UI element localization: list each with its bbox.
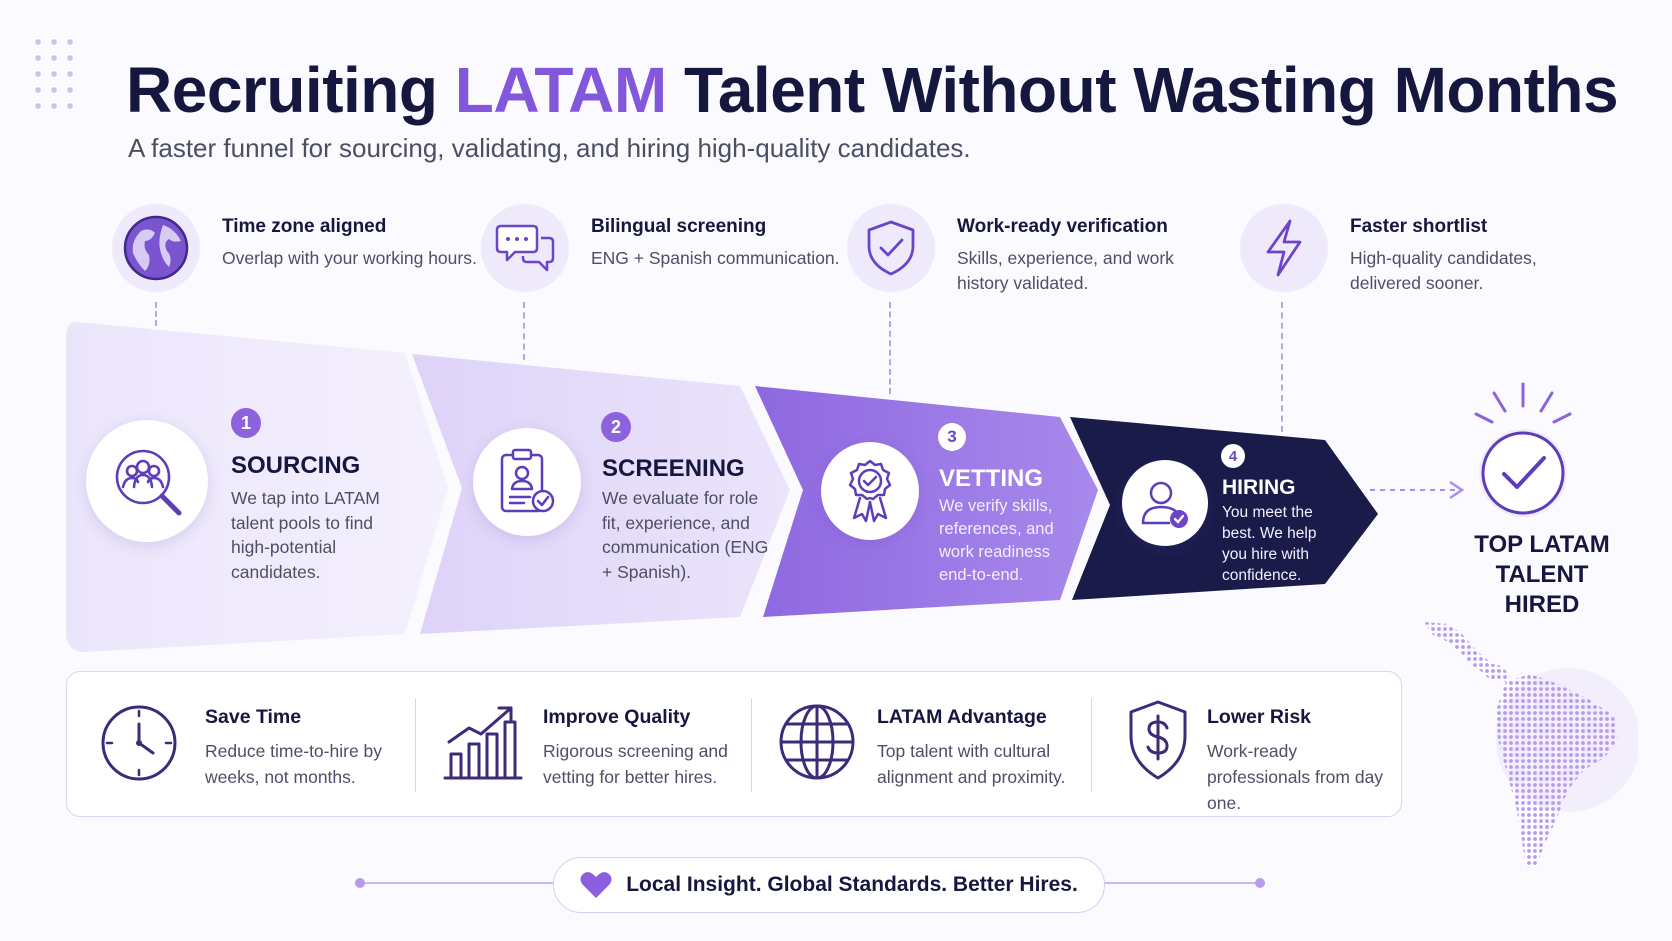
tagline-pill: Local Insight. Global Standards. Better … (553, 857, 1105, 913)
connector-line (155, 302, 157, 326)
feature-work-ready: Work-ready verification Skills, experien… (847, 204, 1207, 294)
stage-number: 1 (231, 408, 261, 438)
benefit-title: Lower Risk (1207, 706, 1312, 728)
benefit-latam-advantage: LATAM Advantage Top talent with cultural… (753, 672, 1083, 816)
stage-title: HIRING (1222, 476, 1296, 499)
benefit-description: Reduce time-to-hire by weeks, not months… (205, 741, 383, 787)
stage-2-shape (412, 354, 790, 634)
stage-3-shape (755, 386, 1098, 617)
clock-icon (101, 705, 177, 781)
check-circle-icon (1474, 382, 1572, 517)
divider (415, 698, 416, 792)
latin-america-map (1424, 622, 1638, 868)
line-dot (355, 878, 365, 888)
growth-chart-icon (443, 706, 523, 780)
stage-title: VETTING (939, 465, 1044, 492)
benefit-description: Rigorous screening and vetting for bette… (543, 741, 728, 787)
stage-description: We verify skills, references, and work r… (939, 497, 1054, 584)
stage-title: SCREENING (602, 455, 745, 482)
shield-dollar-icon (1129, 700, 1187, 780)
feature-title: Time zone aligned (222, 216, 387, 237)
decorative-dot-grid (30, 34, 76, 114)
benefit-title: Save Time (205, 706, 302, 728)
connector-line (523, 302, 525, 360)
feature-description: ENG + Spanish communication. (591, 248, 840, 268)
feature-title: Faster shortlist (1350, 216, 1488, 237)
stage-number: 4 (1221, 444, 1245, 468)
benefit-description: Work-ready professionals from day one. (1207, 741, 1384, 813)
shield-check-icon (847, 204, 935, 292)
benefit-improve-quality: Improve Quality Rigorous screening and v… (417, 672, 747, 816)
feature-faster-shortlist: Faster shortlist High-quality candidates… (1240, 204, 1600, 294)
globe-grid-icon (779, 704, 855, 780)
stage-description: We evaluate for role fit, experience, an… (602, 488, 769, 582)
divider (751, 698, 752, 792)
tagline-text: Local Insight. Global Standards. Better … (626, 873, 1078, 896)
benefit-description: Top talent with cultural alignment and p… (877, 741, 1066, 787)
stage-description: We tap into LATAM talent pools to find h… (231, 488, 380, 582)
people-search-icon (86, 420, 208, 542)
feature-description: Skills, experience, and work history val… (957, 248, 1174, 293)
divider (1091, 698, 1092, 792)
stage-number: 2 (601, 412, 631, 442)
connector-line (1281, 302, 1283, 432)
benefit-title: LATAM Advantage (877, 706, 1047, 728)
connector-line (889, 302, 891, 394)
feature-title: Work-ready verification (957, 216, 1168, 237)
badge-check-icon (821, 442, 919, 540)
benefits-panel: Save Time Reduce time-to-hire by weeks, … (66, 671, 1402, 817)
result-label: TOP LATAM TALENT HIRED (1474, 531, 1610, 618)
feature-bilingual: Bilingual screening ENG + Spanish commun… (481, 204, 841, 294)
page-subtitle: A faster funnel for sourcing, validating… (128, 133, 971, 163)
stage-1-shape (66, 321, 448, 652)
heart-icon (580, 872, 612, 898)
lightning-icon (1240, 204, 1328, 292)
stage-number: 3 (938, 423, 966, 451)
user-check-icon (1122, 460, 1208, 546)
feature-time-zone: Time zone aligned Overlap with your work… (112, 204, 477, 294)
feature-title: Bilingual screening (591, 216, 767, 237)
globe-icon (112, 204, 200, 292)
line-dot (1255, 878, 1265, 888)
benefit-lower-risk: Lower Risk Work-ready professionals from… (1093, 672, 1399, 816)
stage-title: SOURCING (231, 452, 361, 479)
feature-description: High-quality candidates, delivered soone… (1350, 248, 1537, 293)
tagline-line-left (360, 882, 553, 884)
clipboard-check-icon (473, 428, 581, 536)
benefit-save-time: Save Time Reduce time-to-hire by weeks, … (67, 672, 397, 816)
stage-description: You meet the best. We help you hire with… (1222, 504, 1317, 584)
tagline-line-right (1103, 882, 1260, 884)
feature-description: Overlap with your working hours. (222, 248, 477, 268)
page-title: Recruiting LATAM Talent Without Wasting … (126, 54, 1619, 126)
benefit-title: Improve Quality (543, 706, 691, 728)
chat-bubbles-icon (481, 204, 569, 292)
